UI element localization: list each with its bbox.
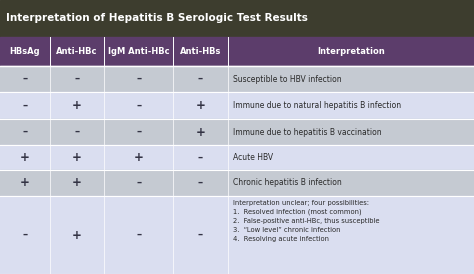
Text: IgM Anti-HBc: IgM Anti-HBc (108, 47, 170, 56)
Bar (228, 37, 474, 66)
Text: +: + (72, 151, 82, 164)
Text: Susceptible to HBV infection: Susceptible to HBV infection (233, 75, 342, 84)
Text: HBsAg: HBsAg (9, 47, 40, 56)
Bar (0, 119, 474, 145)
Text: –: – (198, 153, 203, 162)
Text: +: + (134, 151, 144, 164)
Text: –: – (22, 74, 27, 84)
Text: –: – (22, 230, 27, 240)
Text: +: + (72, 229, 82, 242)
Text: Interpretation of Hepatitis B Serologic Test Results: Interpretation of Hepatitis B Serologic … (6, 13, 308, 24)
Text: –: – (136, 101, 141, 111)
Bar (0, 196, 474, 274)
Bar (173, 37, 228, 66)
Text: Immune due to hepatitis B vaccination: Immune due to hepatitis B vaccination (233, 128, 382, 137)
Bar (0, 92, 474, 119)
Bar (0, 66, 474, 92)
Text: +: + (195, 126, 205, 139)
Text: +: + (72, 176, 82, 189)
Bar (0, 170, 474, 196)
Text: +: + (20, 176, 30, 189)
Text: –: – (136, 178, 141, 188)
Text: +: + (195, 99, 205, 112)
Text: –: – (22, 101, 27, 111)
Text: –: – (74, 127, 80, 137)
Text: +: + (20, 151, 30, 164)
Text: Anti-HBs: Anti-HBs (180, 47, 221, 56)
Text: Interpretation: Interpretation (317, 47, 384, 56)
Bar (0, 145, 474, 170)
Text: –: – (198, 230, 203, 240)
Text: Immune due to natural hepatitis B infection: Immune due to natural hepatitis B infect… (233, 101, 401, 110)
Bar (104, 37, 173, 66)
Text: –: – (198, 178, 203, 188)
Text: Acute HBV: Acute HBV (233, 153, 273, 162)
Text: Anti-HBc: Anti-HBc (56, 47, 98, 56)
Text: –: – (136, 127, 141, 137)
Bar (0, 0, 474, 37)
Bar (50, 37, 104, 66)
Text: Chronic hepatitis B infection: Chronic hepatitis B infection (233, 178, 342, 187)
Text: –: – (198, 74, 203, 84)
Bar (0, 37, 50, 66)
Text: –: – (74, 74, 80, 84)
Text: –: – (136, 74, 141, 84)
Text: –: – (22, 127, 27, 137)
Text: Interpretation unclear; four possibilities:
1.  Resolved infection (most common): Interpretation unclear; four possibiliti… (233, 200, 380, 241)
Text: –: – (136, 230, 141, 240)
Text: +: + (72, 99, 82, 112)
